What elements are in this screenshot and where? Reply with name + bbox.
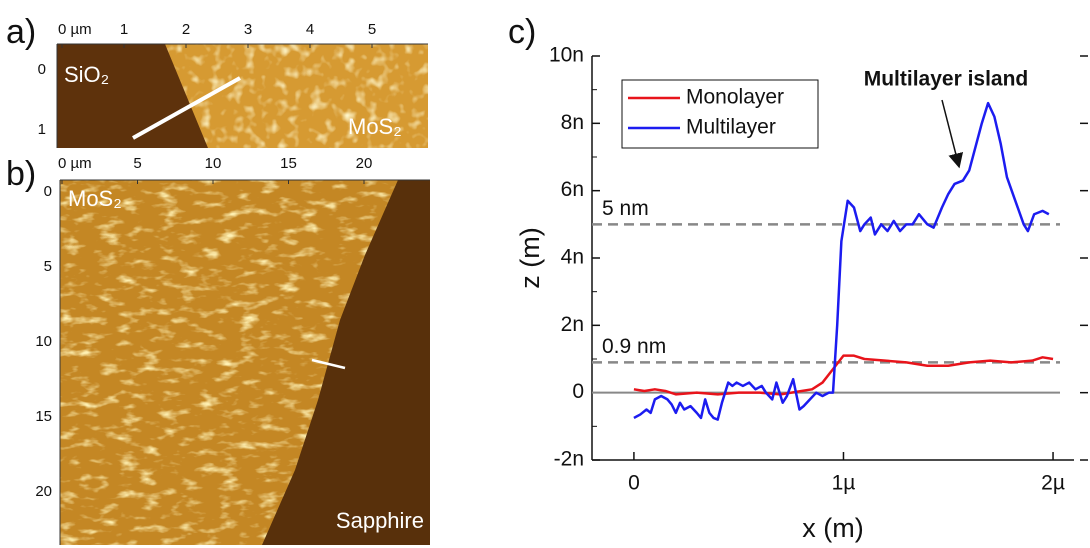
image-label: MoS₂ [68, 186, 122, 211]
y-tick-label: -2n [554, 448, 584, 471]
panel-letter: b) [6, 155, 36, 193]
profile-line [311, 358, 346, 370]
y-tick-label: 20 [35, 483, 52, 500]
reference-label: 0.9 nm [602, 335, 666, 358]
y-axis-label: z (m) [515, 227, 545, 288]
y-tick-label: 15 [35, 408, 52, 425]
x-tick-label: 4 [306, 21, 314, 38]
legend-label: Multilayer [686, 116, 776, 139]
legend-box [621, 79, 819, 149]
x-tick-label: 2µ [1041, 472, 1065, 495]
afm-image-b [60, 180, 430, 545]
y-tick-label: 8n [561, 111, 584, 134]
data-line [633, 354, 1054, 396]
y-tick-label: 5 [44, 258, 52, 275]
y-tick-label: 0 [38, 61, 46, 78]
data-line [633, 101, 1050, 421]
x-tick-label: 3 [244, 21, 252, 38]
x-tick-label: 10 [205, 155, 222, 172]
x-tick-label: 5 [133, 155, 141, 172]
y-tick-label: 0 [44, 183, 52, 200]
y-tick-label: 6n [561, 178, 584, 201]
x-tick-label: 0 µm [58, 155, 92, 172]
chart: c) -2n 0 2n 4n 6n 8n 10n 0 1µ 2µ x (m) z (m) 5 nm 0.9 … [508, 13, 1088, 543]
profile-line [132, 76, 241, 140]
x-tick-label: 20 [356, 155, 373, 172]
panel-labels: a) 0 µm 1 2 3 4 5 0 1 SiO₂ MoS₂ b) 0 µm 5 10 15 20 0 5 10 15… [6, 13, 424, 533]
y-tick-label: 10n [549, 44, 584, 67]
image-label: MoS₂ [348, 114, 402, 139]
y-tick-label: 1 [38, 121, 46, 138]
panel-letter: a) [6, 13, 36, 51]
y-tick-label: 4n [561, 246, 584, 269]
x-axis-label: x (m) [802, 513, 863, 543]
y-tick-label: 10 [35, 333, 52, 350]
x-tick-label: 0 µm [58, 21, 92, 38]
x-tick-label: 1 [120, 21, 128, 38]
x-tick-label: 0 [628, 472, 640, 495]
image-label: SiO₂ [64, 62, 109, 87]
annotation-arrow [941, 99, 964, 169]
x-tick-label: 1µ [832, 472, 856, 495]
reference-label: 5 nm [602, 197, 649, 220]
y-tick-label: 2n [561, 313, 584, 336]
image-label: Sapphire [336, 508, 424, 533]
panel-letter: c) [508, 13, 536, 51]
x-tick-label: 5 [368, 21, 376, 38]
legend-label: Monolayer [686, 86, 784, 109]
x-tick-label: 15 [280, 155, 297, 172]
annotation: Multilayer island [864, 68, 1029, 91]
x-tick-label: 2 [182, 21, 190, 38]
y-tick-label: 0 [572, 380, 584, 403]
afm-image-a [57, 44, 428, 148]
